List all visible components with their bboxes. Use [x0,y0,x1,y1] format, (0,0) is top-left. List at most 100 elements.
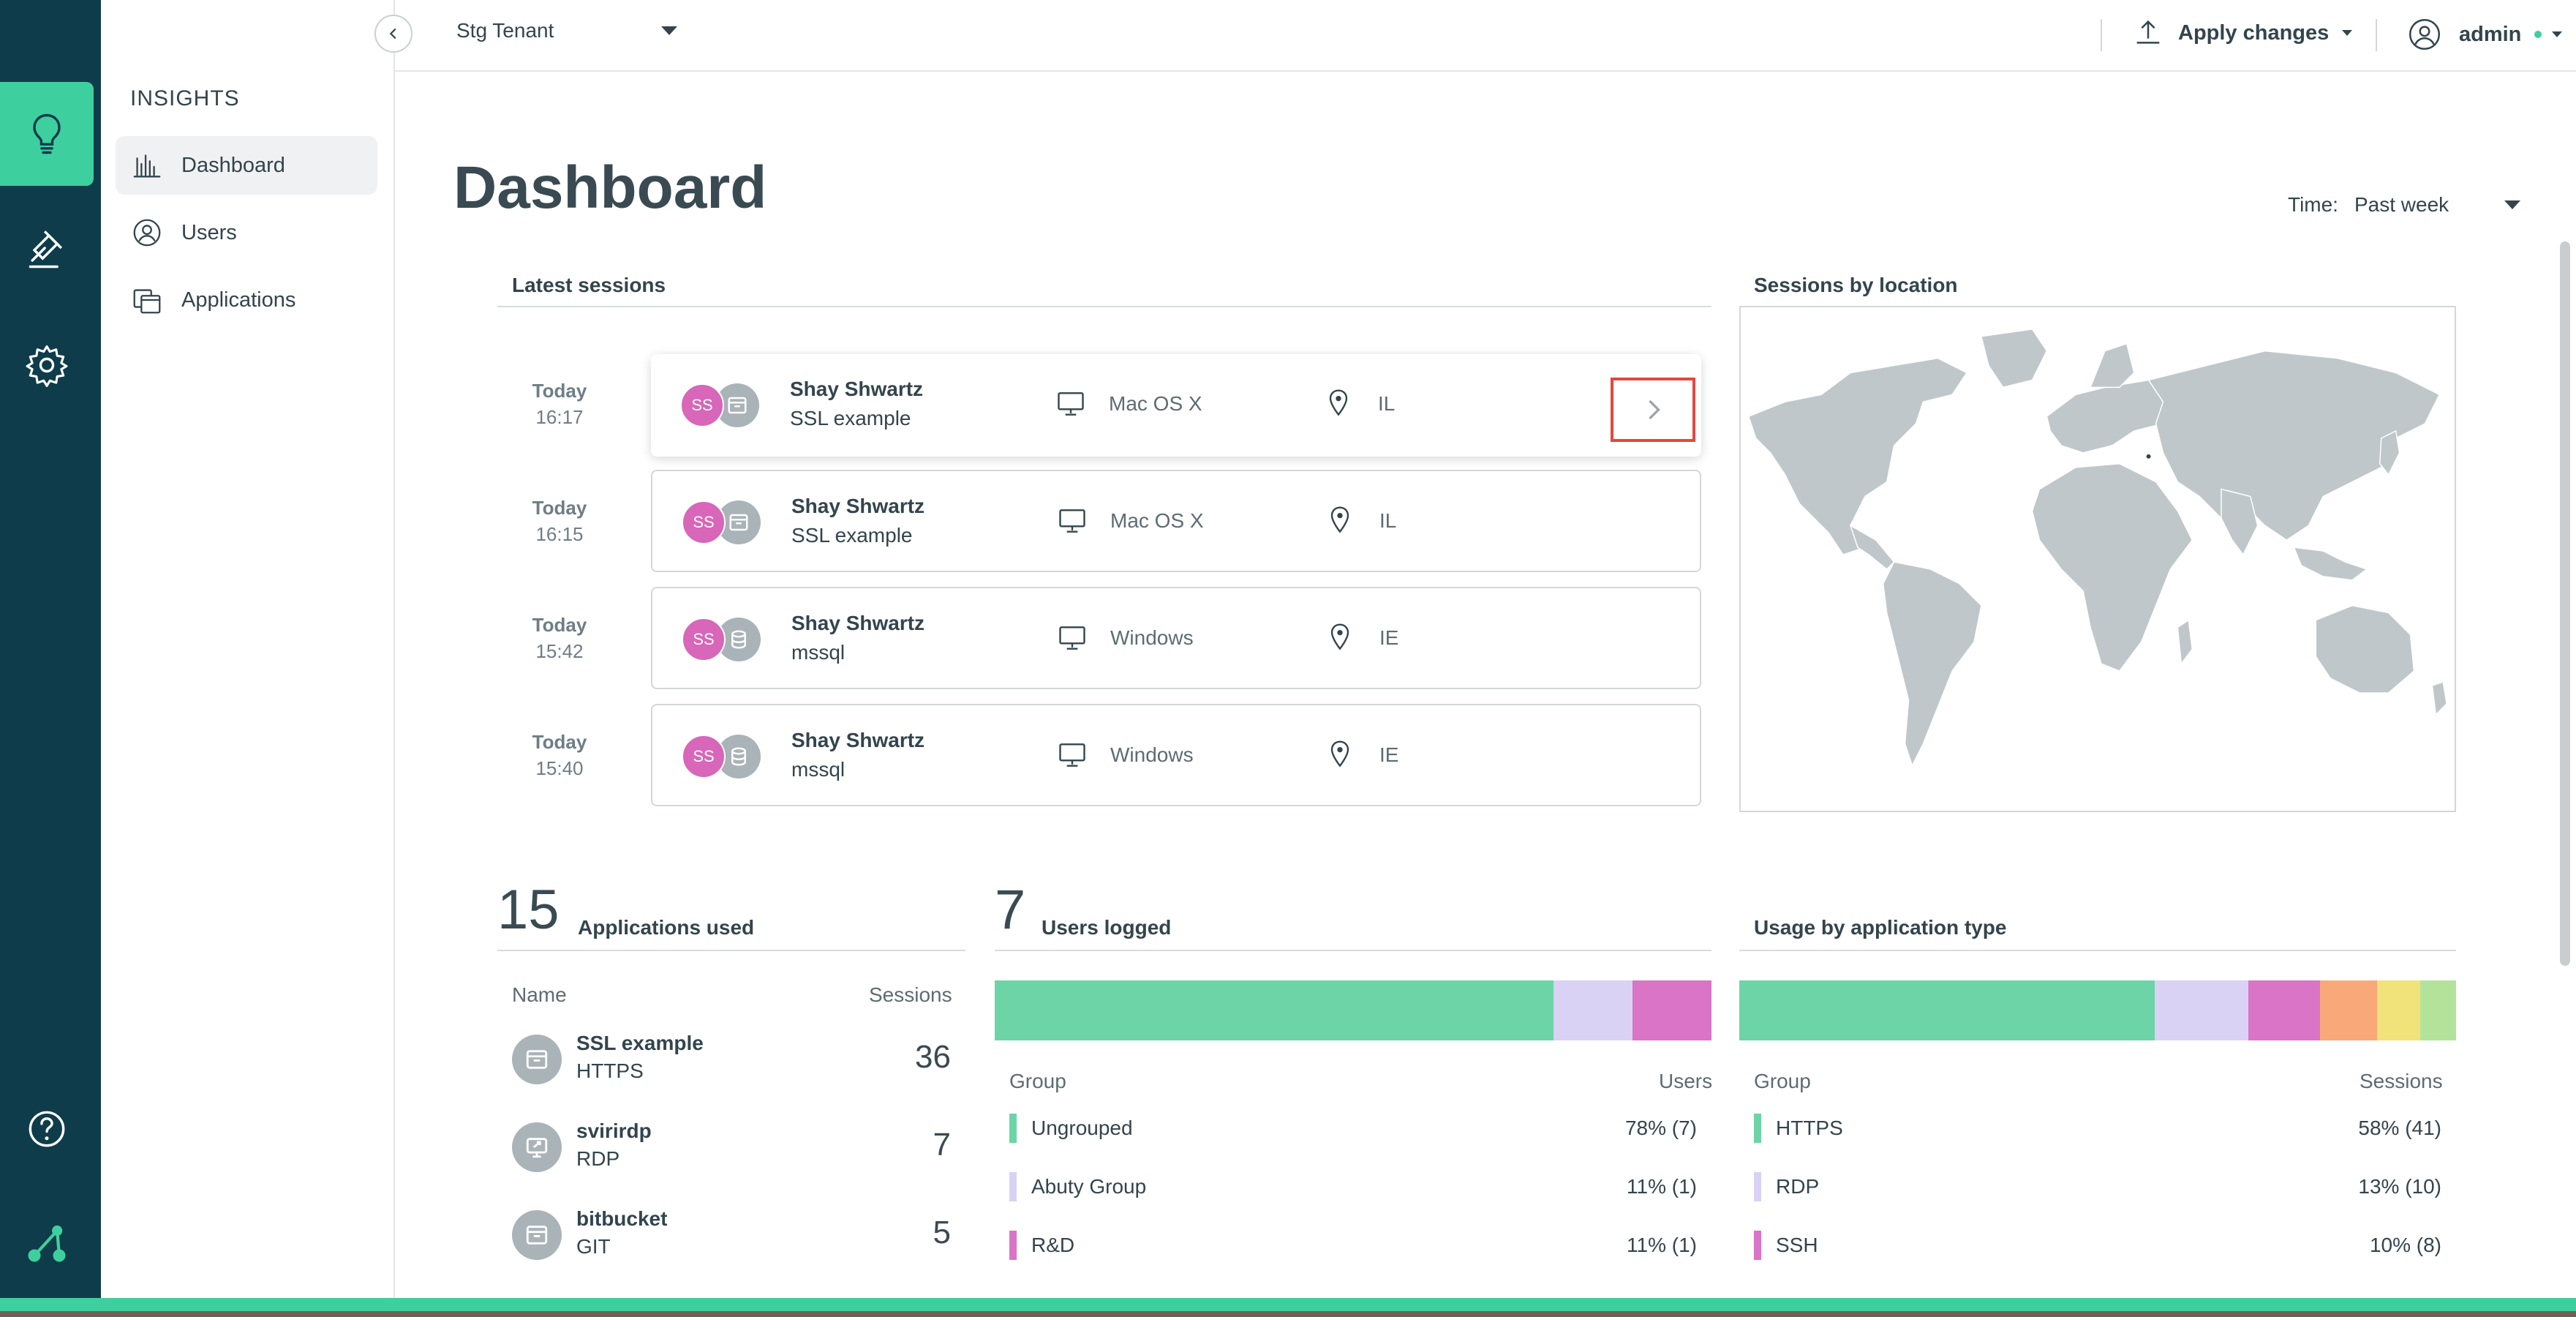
application-name: SSL example [576,1032,704,1054]
app-rail [0,0,101,1298]
divider [1739,950,2456,951]
session-clock: 16:15 [535,523,584,545]
bar-segment[interactable] [2155,980,2248,1040]
sidebar-item-label: Applications [181,288,296,312]
rail-settings[interactable] [0,313,94,417]
logo-icon [28,1225,66,1262]
session-os: Windows [1110,743,1194,766]
group-value: 13% (10) [2358,1175,2441,1198]
group-row[interactable]: SSH 10% (8) [1754,1231,2441,1260]
browser-icon [526,1226,548,1245]
world-map[interactable] [1739,306,2456,812]
session-app: SSL example [790,407,911,429]
bar-segment[interactable] [2248,980,2320,1040]
users-logged-label: Users logged [1042,916,1172,939]
bar-segment[interactable] [2319,980,2378,1040]
rail-policies[interactable] [0,196,94,300]
bar-segment[interactable] [995,980,1554,1040]
session-app: mssql [791,641,846,664]
session-day: Today [532,380,587,402]
chevron-right-icon [1649,399,1660,420]
application-type: HTTPS [576,1059,644,1082]
world-map-graphic [1747,329,2448,768]
application-row[interactable]: SSL example HTTPS 36 [512,1027,951,1093]
user-avatar: SS [682,500,726,544]
monitor-icon [1058,392,1084,416]
divider [497,306,1711,307]
bar-segment[interactable] [1739,980,2155,1040]
legend-swatch [1754,1172,1761,1201]
col-header-sessions: Sessions [2360,1070,2443,1092]
session-card[interactable]: SS Shay Shwartz SSL example Mac OS X IL [651,354,1701,457]
user-icon [2409,18,2441,50]
user-avatar: SS [680,383,724,427]
apply-changes-button[interactable]: Apply changes [2131,16,2353,50]
collapse-sidebar-button[interactable] [374,15,413,53]
upload-icon [2136,20,2160,44]
latest-sessions-title: Latest sessions [512,274,666,296]
time-filter-label: Time: [2288,193,2338,216]
help-icon [29,1111,65,1147]
rail-help[interactable] [0,1077,94,1181]
session-user: Shay Shwartz [790,378,924,400]
group-row[interactable]: R&D 11% (1) [1009,1231,1697,1260]
group-value: 11% (1) [1627,1175,1697,1198]
session-os: Windows [1110,626,1194,649]
bar-segment[interactable] [2419,980,2456,1040]
sidebar: INSIGHTS Dashboard Users Applications [101,0,395,1298]
session-day: Today [532,614,587,636]
users-stacked-bar[interactable] [995,980,1711,1040]
time-filter[interactable]: Time: Past week [2288,193,2521,217]
user-avatar: SS [682,735,726,778]
caret-down-icon[interactable] [661,26,677,35]
group-row[interactable]: RDP 13% (10) [1754,1172,2441,1201]
group-name: Abuty Group [1031,1175,1147,1198]
legend-swatch [1754,1231,1761,1260]
applications-count: 15 [497,879,560,941]
caret-down-icon [2504,200,2521,209]
session-card[interactable]: SS Shay Shwartz mssql Windows IE [651,587,1701,689]
scrollbar[interactable] [2560,241,2570,966]
session-user: Shay Shwartz [791,729,925,751]
chevron-left-icon [389,28,396,40]
session-clock: 15:42 [535,640,584,662]
open-session-button[interactable] [1611,378,1695,442]
session-location: IL [1378,392,1396,415]
session-card[interactable]: SS Shay Shwartz mssql Windows IE [651,704,1701,806]
location-pin-icon [1330,623,1349,650]
session-time: Today 16:17 [512,378,607,430]
rail-insights[interactable] [0,82,94,186]
group-value: 11% (1) [1627,1234,1697,1256]
users-logged-count: 7 [995,879,1026,941]
usage-by-type-title: Usage by application type [1754,916,2007,939]
sidebar-item-users[interactable]: Users [116,203,377,262]
page-title: Dashboard [453,154,767,221]
user-menu[interactable]: admin [2406,16,2563,53]
monitor-icon [1059,743,1085,767]
sidebar-item-applications[interactable]: Applications [116,271,377,329]
bar-segment[interactable] [2377,980,2420,1040]
database-icon [731,630,746,649]
group-row[interactable]: Abuty Group 11% (1) [1009,1172,1697,1201]
bar-segment[interactable] [1632,980,1711,1040]
gear-icon [26,345,68,387]
group-row[interactable]: HTTPS 58% (41) [1754,1114,2441,1143]
application-row[interactable]: bitbucket GIT 5 [512,1203,951,1269]
divider [497,950,965,951]
sidebar-item-dashboard[interactable]: Dashboard [116,136,377,195]
usage-stacked-bar[interactable] [1739,980,2456,1040]
group-name: HTTPS [1776,1117,1843,1139]
application-row[interactable]: svirirdp RDP 7 [512,1115,951,1181]
group-row[interactable]: Ungrouped 78% (7) [1009,1114,1697,1143]
divider [2376,19,2377,51]
sidebar-item-label: Dashboard [181,153,285,177]
session-card[interactable]: SS Shay Shwartz SSL example Mac OS X IL [651,470,1701,572]
rail-logo[interactable] [0,1191,94,1295]
session-location: IL [1379,509,1397,532]
col-header-name: Name [512,983,567,1006]
bar-segment[interactable] [1553,980,1633,1040]
session-os: Mac OS X [1109,392,1202,415]
tenant-selector[interactable]: Stg Tenant [456,19,554,42]
monitor-icon [1059,509,1085,533]
application-name: bitbucket [576,1207,668,1230]
